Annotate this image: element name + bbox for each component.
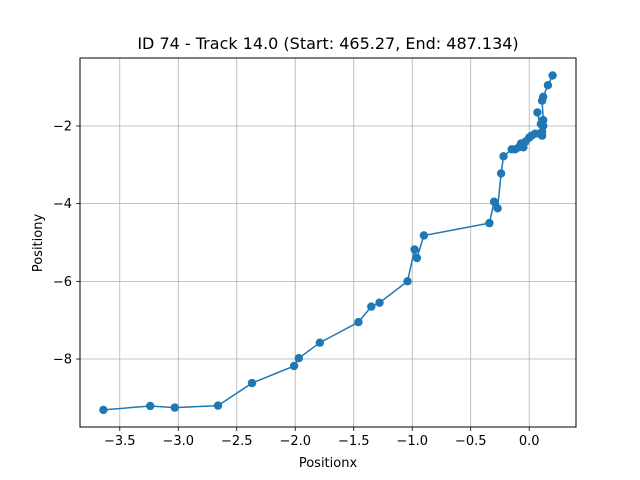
data-point (410, 245, 419, 254)
x-tick-label: −2.0 (279, 434, 311, 449)
series-points (99, 71, 557, 415)
data-point (99, 405, 108, 415)
data-point (412, 253, 422, 263)
data-point (170, 403, 179, 412)
data-point (146, 401, 155, 411)
grid-lines (80, 58, 576, 427)
data-point (354, 317, 363, 327)
y-tick-label: −2 (53, 119, 72, 134)
data-point (489, 197, 499, 206)
x-axis-ticks: −3.5 −3.0 −2.5 −2.0 −1.5 −1.0 −0.5 0.0 (104, 427, 540, 449)
data-point (367, 302, 376, 311)
plot-frame (79, 57, 577, 428)
data-point (213, 401, 223, 410)
x-tick-label: −1.0 (396, 434, 428, 449)
data-point (403, 277, 412, 286)
x-tick-label: −3.0 (162, 434, 194, 449)
data-point (485, 218, 494, 228)
data-point (499, 152, 508, 161)
data-point (493, 204, 502, 213)
x-tick-label: 0.0 (519, 434, 540, 449)
data-point (537, 96, 547, 105)
x-tick-label: −0.5 (455, 434, 487, 449)
y-tick-label: −6 (53, 275, 72, 290)
data-point (289, 361, 299, 371)
data-point (533, 108, 542, 117)
x-tick-label: −2.5 (221, 434, 253, 449)
data-point (375, 298, 384, 307)
data-point (543, 81, 553, 90)
x-tick-label: −1.5 (338, 434, 370, 449)
data-point (507, 145, 516, 154)
data-point (537, 127, 547, 136)
y-tick-label: −4 (53, 197, 72, 212)
x-tick-label: −3.5 (104, 434, 136, 449)
y-tick-label: −8 (53, 353, 72, 368)
y-axis-label: Positiony (31, 214, 46, 273)
series-layer (99, 71, 557, 415)
y-axis-ticks: −8 −6 −4 −2 (53, 119, 80, 368)
data-point (247, 378, 257, 388)
data-point (294, 354, 303, 363)
data-point (419, 231, 429, 240)
data-point (548, 71, 557, 80)
chart-title: ID 74 - Track 14.0 (Start: 465.27, End: … (137, 34, 518, 53)
data-point (496, 169, 506, 178)
x-axis-label: Positionx (299, 456, 358, 471)
data-point (315, 338, 324, 347)
